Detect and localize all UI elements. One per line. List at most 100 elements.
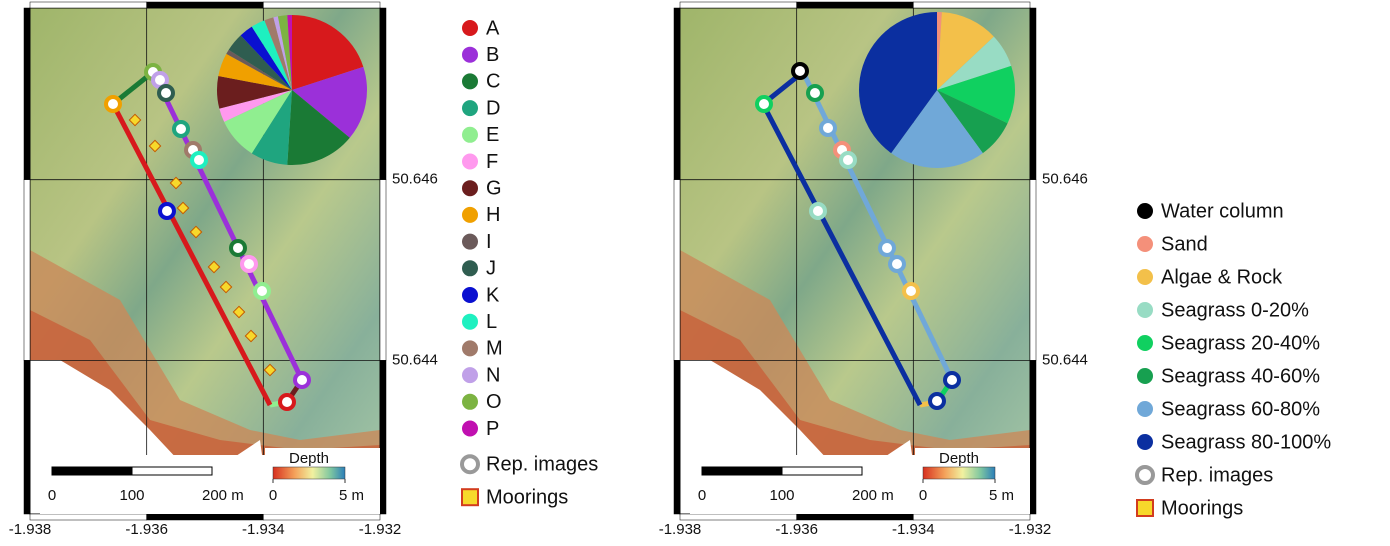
legend-label: Water column [1161,200,1284,222]
frame-segment [913,2,1030,8]
rep-image-marker [231,241,245,255]
frame-segment [380,360,386,514]
frame-segment [147,514,264,520]
rep-image-marker [904,284,918,298]
frame-segment [24,360,30,514]
frame-segment [797,2,914,8]
legend-swatch [462,127,478,143]
legend-swatch [462,20,478,36]
rep-image-marker [841,153,855,167]
scale-bar-segment [702,467,782,475]
legend-swatch [462,180,478,196]
legend-swatch [462,234,478,250]
colorbar-label: 5 m [989,487,1014,504]
legend-label: G [486,177,502,199]
x-tick-label: -1.934 [892,521,935,538]
legend-swatch [462,260,478,276]
rep-image-marker [174,122,188,136]
rep-image-marker [106,97,120,111]
rep-image-marker [811,204,825,218]
rep-image-marker [159,86,173,100]
frame-segment [263,514,380,520]
legend-swatch [1137,434,1153,450]
rep-image-marker [757,97,771,111]
scale-box [40,455,265,514]
legend-swatch [462,394,478,410]
colorbar-title: Depth [939,450,979,467]
scale-bar-label: 100 [119,487,144,504]
legend-swatch [462,100,478,116]
rep-image-marker [880,241,894,255]
legend-swatch [462,314,478,330]
frame-segment [797,514,914,520]
legend-swatch [1137,500,1153,516]
legend-label: Moorings [486,486,568,508]
scale-bar-label: 0 [48,487,56,504]
legend-label: Moorings [1161,497,1243,519]
frame-segment [680,514,797,520]
legend-swatch [462,287,478,303]
legend-swatch [462,489,478,505]
legend-label: C [486,71,500,93]
legend-label: D [486,97,500,119]
colorbar [273,467,345,479]
legend-label: Seagrass 40-60% [1161,365,1320,387]
legend-label: K [486,284,500,306]
frame-segment [380,8,386,180]
rep-image-marker [945,373,959,387]
legend-swatch [462,154,478,170]
x-tick-label: -1.932 [1009,521,1052,538]
legend-label: Seagrass 0-20% [1161,299,1309,321]
legend-label: A [486,17,500,39]
frame-segment [380,180,386,361]
legend-label: E [486,124,499,146]
x-tick-label: -1.932 [359,521,402,538]
frame-segment [674,8,680,180]
legend-label: M [486,338,503,360]
frame-segment [147,2,264,8]
legend-label: Sand [1161,233,1208,255]
colorbar-label: 0 [269,487,277,504]
legend-swatch [462,47,478,63]
colorbar [923,467,995,479]
legend-label: I [486,231,492,253]
scale-bar-label: 100 [769,487,794,504]
legend-swatch [1137,203,1153,219]
colorbar-label: 5 m [339,487,364,504]
frame-segment [1030,180,1036,361]
y-tick-label: 50.644 [392,351,438,368]
legend-label: P [486,418,499,440]
scale-bar-label: 200 m [852,487,894,504]
scale-bar-label: 0 [698,487,706,504]
legend-label: B [486,44,499,66]
legend-label: N [486,364,500,386]
rep-image-marker [821,121,835,135]
rep-image-marker [890,257,904,271]
rep-image-marker [255,284,269,298]
legend-swatch [1137,467,1153,483]
legend-label: J [486,258,496,280]
frame-segment [674,360,680,514]
legend-swatch [462,456,478,472]
frame-segment [913,514,1030,520]
legend-label: F [486,151,498,173]
legend-swatch [1137,401,1153,417]
legend-swatch [1137,269,1153,285]
y-tick-label: 50.646 [392,171,438,188]
legend-swatch [462,340,478,356]
rep-image-marker [808,86,822,100]
scale-box [690,455,915,514]
legend-swatch [1137,302,1153,318]
frame-segment [30,2,147,8]
rep-image-marker [192,153,206,167]
frame-segment [263,2,380,8]
legend-swatch [462,421,478,437]
rep-image-marker [280,395,294,409]
frame-segment [24,180,30,361]
y-tick-label: 50.644 [1042,351,1088,368]
legend-label: Algae & Rock [1161,266,1283,288]
x-tick-label: -1.938 [9,521,52,538]
map-panel: -1.938-1.936-1.934-1.93250.64650.644ABCD… [9,2,599,538]
scale-bar-segment [132,467,212,475]
x-tick-label: -1.936 [775,521,818,538]
